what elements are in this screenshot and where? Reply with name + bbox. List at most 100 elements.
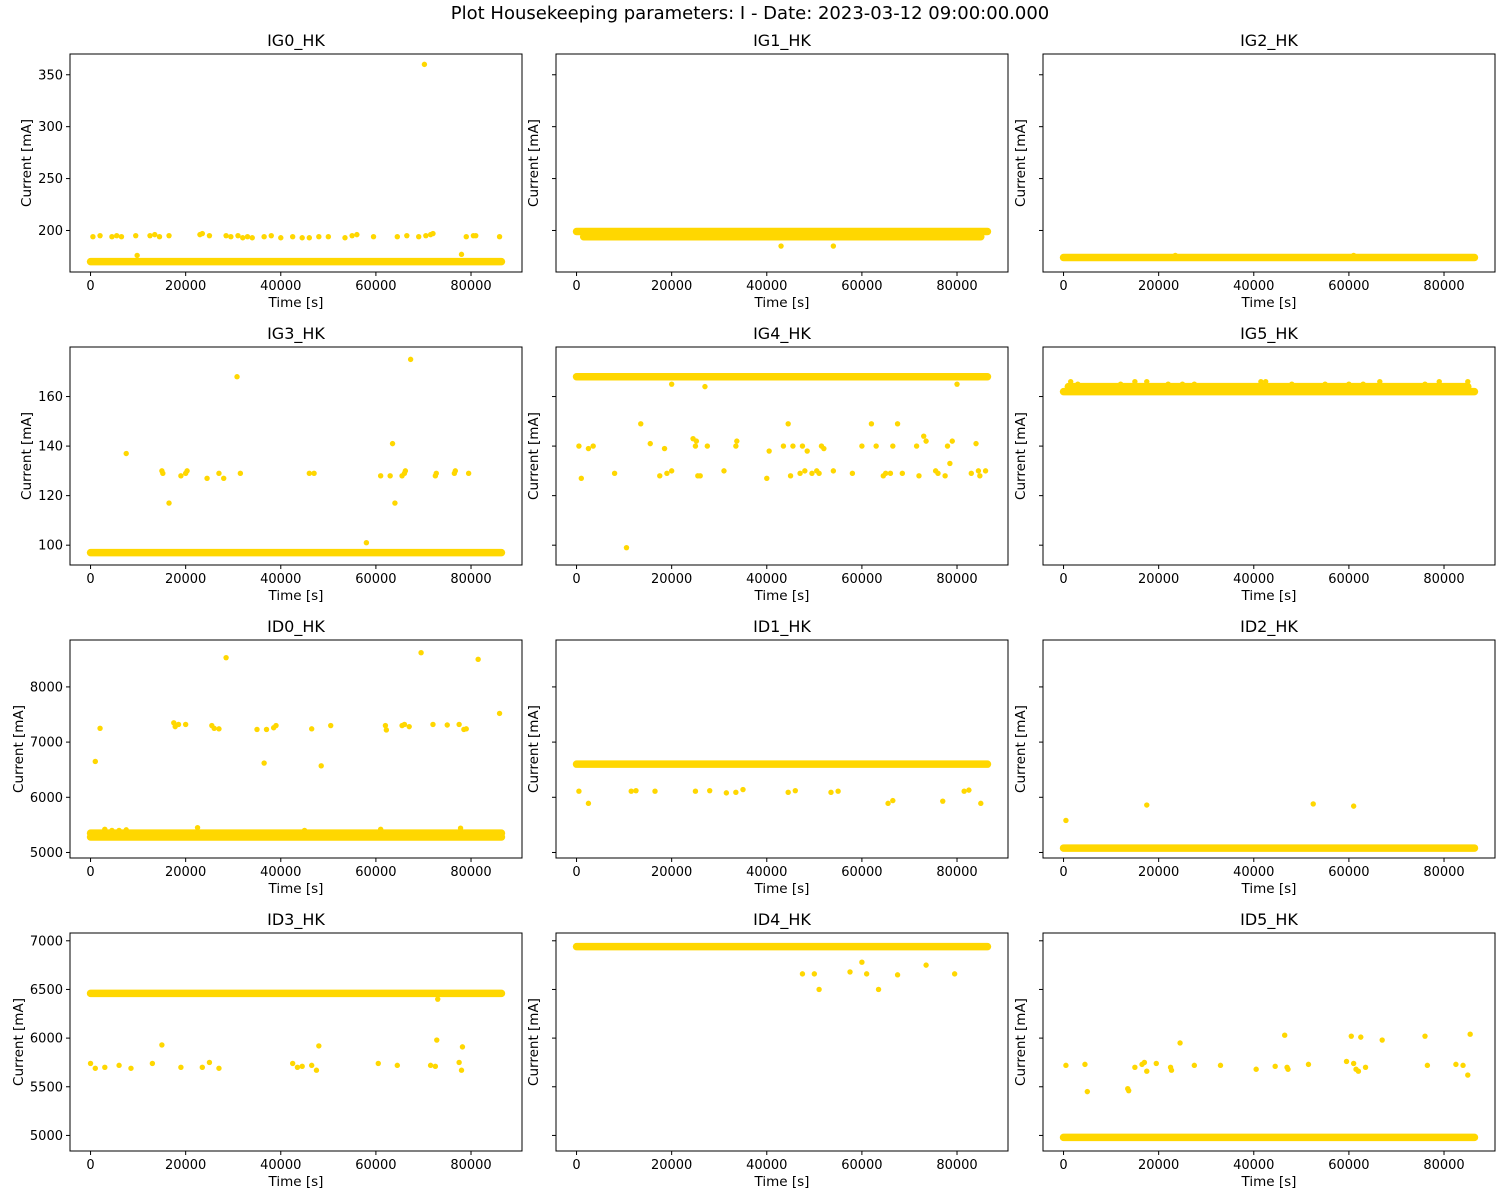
x-axis-label: Time [s] — [1241, 295, 1297, 311]
data-point — [1310, 801, 1316, 807]
data-point — [623, 544, 630, 551]
data-point — [392, 500, 398, 506]
data-point — [764, 475, 770, 481]
scatter-series — [86, 989, 506, 1073]
data-point — [954, 381, 960, 387]
x-axis-label: Time [s] — [754, 1174, 810, 1190]
data-point — [199, 230, 206, 237]
data-point — [1285, 1066, 1291, 1072]
data-point — [875, 986, 882, 993]
data-point — [1084, 1088, 1091, 1095]
data-point — [882, 470, 889, 477]
axes-frame — [69, 932, 523, 1152]
data-point — [278, 235, 284, 241]
data-point — [734, 438, 740, 444]
data-point — [416, 234, 422, 240]
data-point — [704, 443, 711, 449]
subplot-ig1-hk: IG1_HK 0 20000 40000 60000 80000 Time [s] Curre… — [526, 31, 1009, 311]
data-point — [692, 788, 699, 794]
subplot-grid: IG0_HK0 20000 40000 60000 80000200250300350T… — [11, 31, 1496, 1190]
data-point — [982, 468, 989, 474]
data-point — [1179, 381, 1186, 387]
axes-frame — [555, 932, 1009, 1152]
data-point — [147, 232, 153, 239]
data-point — [1322, 381, 1328, 387]
data-point — [234, 374, 240, 380]
scatter-series — [86, 61, 506, 266]
data-point — [611, 470, 618, 477]
data-point — [899, 470, 906, 477]
data-point — [459, 1044, 466, 1050]
x-tick-label: 60000 — [1328, 279, 1369, 294]
data-point — [1289, 381, 1295, 387]
data-point — [868, 421, 875, 427]
data-point — [433, 470, 439, 477]
data-point — [578, 475, 585, 481]
x-tick-label: 40000 — [746, 279, 787, 294]
data-point — [182, 721, 189, 728]
subplot-id2-hk: ID2_HK 0 20000 40000 60000 80000 Time [s] Curre… — [1013, 617, 1496, 897]
y-axis-label: Current [mA] — [526, 998, 542, 1086]
data-point — [1422, 1033, 1428, 1039]
data-point — [102, 1064, 108, 1071]
data-point — [968, 470, 974, 477]
data-point — [1350, 1060, 1357, 1067]
data-point — [697, 473, 703, 479]
y-tick-label: 7000 — [30, 736, 63, 751]
data-point — [261, 760, 267, 766]
data-point — [463, 726, 469, 732]
scatter-series — [572, 227, 992, 249]
data-point — [966, 787, 972, 793]
data-point — [156, 234, 163, 240]
data-point — [458, 1067, 465, 1073]
data-point — [1191, 381, 1198, 387]
data-point — [923, 438, 929, 444]
x-tick-label: 40000 — [1233, 279, 1274, 294]
data-point — [342, 235, 348, 241]
y-axis-label: Current [mA] — [526, 412, 542, 500]
y-tick-label: 200 — [38, 224, 63, 239]
data-point — [633, 787, 639, 794]
subplot-title: IG5_HK — [1240, 324, 1298, 344]
data-point — [166, 500, 172, 506]
data-point — [792, 787, 799, 794]
data-point — [423, 232, 429, 239]
scatter-series — [1059, 1031, 1479, 1142]
data-point — [821, 445, 827, 452]
data-point — [668, 381, 675, 387]
data-point — [421, 61, 428, 68]
data-point — [427, 1062, 434, 1069]
data-point — [289, 1060, 296, 1067]
data-point — [263, 726, 270, 733]
x-tick-label: 40000 — [1233, 1158, 1274, 1173]
data-point — [349, 232, 355, 239]
data-point — [961, 788, 967, 794]
data-point — [175, 721, 182, 728]
data-point — [306, 470, 313, 477]
data-point — [325, 234, 332, 240]
y-tick-label: 5000 — [30, 1129, 63, 1144]
y-tick-label: 6500 — [30, 983, 63, 998]
y-axis-label: Current [mA] — [19, 119, 35, 207]
x-tick-label: 40000 — [260, 1158, 301, 1173]
data-point — [1165, 381, 1171, 387]
data-point — [223, 232, 229, 239]
data-point — [1305, 1061, 1312, 1068]
data-point — [1217, 1062, 1224, 1069]
data-point — [887, 470, 894, 477]
data-point — [873, 443, 879, 449]
subplot-id5-hk: ID5_HK 0 20000 40000 60000 80000 Time [s] Curre… — [1013, 910, 1496, 1190]
data-point — [1343, 1058, 1350, 1065]
data-point — [830, 243, 837, 249]
data-point — [1358, 1034, 1364, 1040]
data-point — [394, 1062, 401, 1069]
data-point — [87, 1060, 94, 1067]
data-point — [780, 443, 787, 449]
x-tick-label: 60000 — [355, 865, 396, 880]
data-point — [975, 468, 982, 474]
x-tick-label: 80000 — [936, 1158, 977, 1173]
y-tick-label: 6000 — [30, 1032, 63, 1047]
data-point — [354, 231, 360, 238]
data-point — [785, 789, 791, 796]
x-tick-label: 60000 — [841, 1158, 882, 1173]
